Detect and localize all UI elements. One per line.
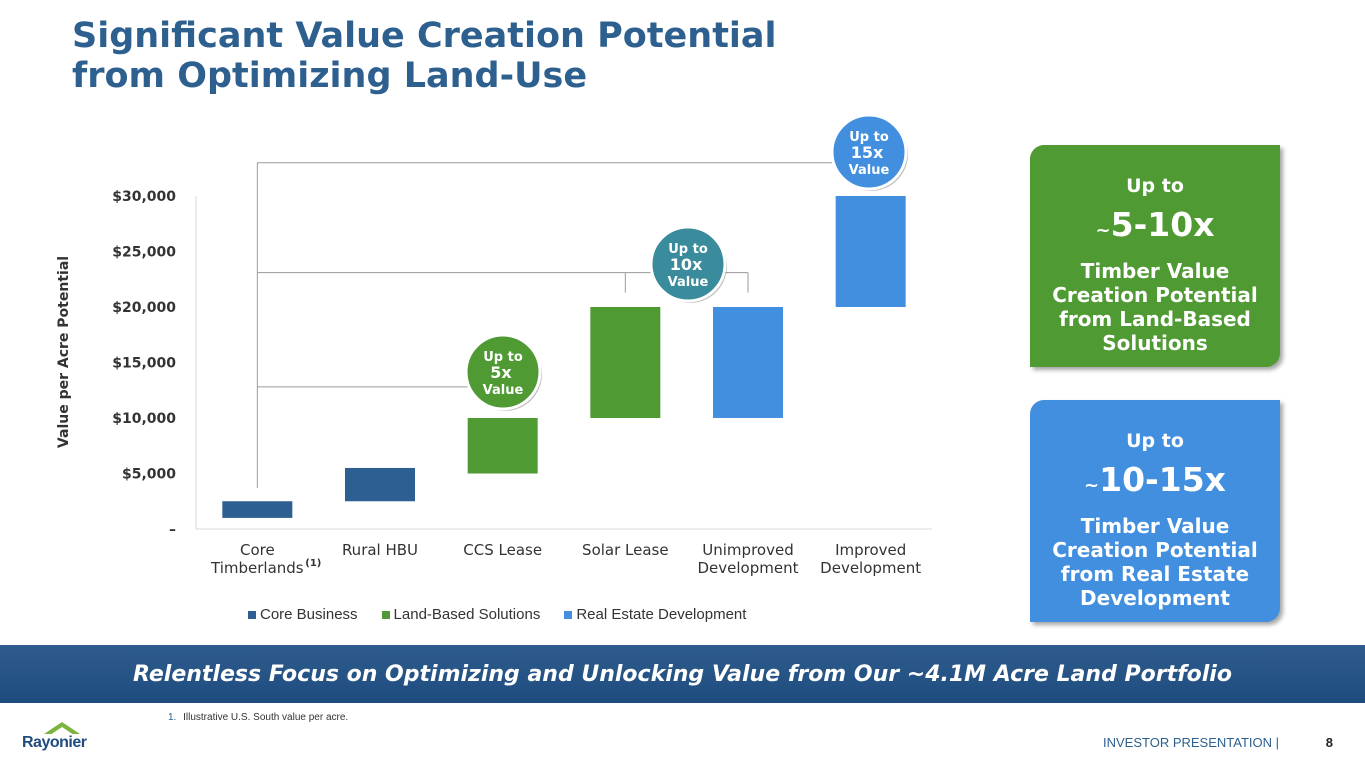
legend-swatch-re — [564, 610, 573, 619]
callout-re-multiple: ~10-15x — [1084, 460, 1226, 499]
logo-tree-icon — [44, 722, 80, 735]
callout-re-description: Timber Value Creation Potential from Rea… — [1052, 514, 1258, 610]
badge-text-line1: Up to — [483, 350, 523, 365]
y-tick-label: $10,000 — [112, 411, 176, 427]
legend-label-land: Land-Based Solutions — [393, 606, 541, 623]
x-tick-label: CCS Lease — [463, 541, 542, 559]
callout-land-lead: Up to — [1126, 175, 1184, 197]
title-line-1: Significant Value Creation Potential — [72, 16, 777, 56]
callout-land-description: Timber Value Creation Potential from Lan… — [1052, 259, 1258, 355]
badge-3 — [830, 113, 908, 191]
footnote-number: 1. — [168, 712, 177, 723]
bar-2 — [345, 467, 415, 502]
x-tick-label: Unimproved — [702, 541, 793, 559]
y-tick-label: $20,000 — [112, 300, 176, 316]
bar-4 — [590, 307, 661, 418]
badge-multiple: 10x — [670, 255, 703, 274]
focus-banner: Relentless Focus on Optimizing and Unloc… — [0, 645, 1365, 703]
y-tick-label: $15,000 — [112, 356, 176, 372]
badge-text-line1: Up to — [849, 130, 889, 145]
chart-legend: Core Business Land-Based Solutions Real … — [248, 606, 746, 623]
y-axis-label: Value per Acre Potential — [56, 256, 72, 448]
y-tick-label: $25,000 — [112, 245, 176, 261]
badge-text-line3: Value — [849, 163, 890, 178]
bar-1 — [222, 501, 293, 518]
badge-2 — [649, 225, 727, 303]
badge-text-line1: Up to — [668, 242, 708, 257]
page-title: Significant Value Creation Potential fro… — [72, 16, 777, 96]
page-number: 8 — [1325, 735, 1333, 750]
logo-text: Rayonier — [22, 734, 87, 751]
y-tick-label: $5,000 — [122, 467, 176, 483]
x-tick-label: Rural HBU — [342, 541, 418, 559]
legend-item-land: Land-Based Solutions — [381, 606, 541, 623]
callout-real-estate: Up to ~10-15x Timber Value Creation Pote… — [1030, 400, 1280, 622]
legend-label-re: Real Estate Development — [576, 606, 747, 623]
y-tick-label: – — [169, 522, 176, 538]
y-tick-label: $30,000 — [112, 189, 176, 205]
legend-swatch-land — [381, 610, 390, 619]
x-tick-label-line2: Development — [698, 559, 799, 577]
callout-re-lead: Up to — [1126, 430, 1184, 452]
x-tick-label-line2: Development — [820, 559, 921, 577]
x-tick-label-line2: Timberlands — [210, 559, 304, 577]
footnote-text: Illustrative U.S. South value per acre. — [183, 712, 349, 723]
rayonier-logo: Rayonier — [22, 720, 102, 754]
badge-text-line3: Value — [483, 383, 524, 398]
x-tick-label: Core — [240, 541, 275, 559]
bar-3 — [467, 418, 538, 474]
callout-land-multiple: ~5-10x — [1095, 205, 1215, 244]
x-tick-label: Solar Lease — [582, 541, 669, 559]
footnote-marker: (1) — [305, 558, 321, 569]
footer-label: INVESTOR PRESENTATION | — [1102, 735, 1279, 750]
badge-text-line3: Value — [668, 275, 709, 290]
callout-land-based: Up to ~5-10x Timber Value Creation Poten… — [1030, 145, 1280, 367]
title-line-2: from Optimizing Land-Use — [72, 56, 588, 96]
value-chart: – $5,000 $10,000 $15,000 $20,000 $25,000 $30,0… — [56, 113, 932, 577]
x-tick-label: Improved — [835, 541, 906, 559]
badge-multiple: 5x — [490, 363, 512, 382]
bar-5 — [713, 307, 783, 418]
badge-1 — [464, 333, 542, 411]
legend-label-core: Core Business — [260, 606, 358, 623]
badge-multiple: 15x — [851, 143, 884, 162]
legend-swatch-core — [248, 610, 256, 619]
banner-text: Relentless Focus on Optimizing and Unloc… — [133, 661, 1232, 687]
legend-item-core: Core Business — [248, 606, 358, 623]
bar-6 — [835, 196, 906, 307]
legend-item-re: Real Estate Development — [564, 606, 746, 623]
footnote: 1. Illustrative U.S. South value per acr… — [168, 712, 348, 723]
